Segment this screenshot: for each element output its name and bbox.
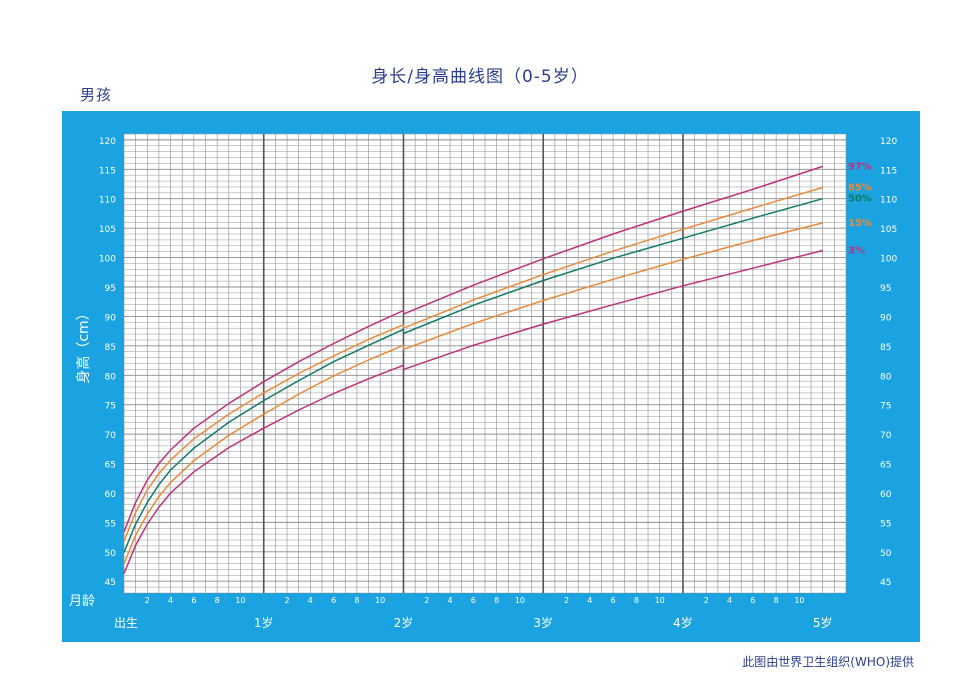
source-note: 此图由世界卫生组织(WHO)提供 [742,655,914,669]
y-tick-label: 120 [880,137,897,147]
y-tick-label: 90 [105,313,117,323]
percentile-label: 3% [848,246,865,257]
y-tick-label: 55 [880,519,891,529]
x-tick-label: 8 [354,596,359,605]
percentile-curve [123,324,404,542]
y-tick-label: 105 [99,225,116,235]
x-axis-label: 月龄 [69,594,95,609]
x-tick-label: 10 [655,596,665,605]
percentile-curve [123,364,404,574]
y-tick-label: 110 [880,196,897,206]
x-year-label: 4岁 [673,615,693,630]
x-tick-label: 2 [284,596,289,605]
x-tick-label: 6 [331,596,336,605]
y-tick-label: 105 [880,225,897,235]
x-tick-label: 2 [564,596,569,605]
x-tick-label: 8 [494,596,499,605]
percentile-curves [123,165,823,574]
y-tick-label: 100 [880,255,897,265]
x-tick-label: 2 [424,596,429,605]
x-year-label: 3岁 [533,615,553,630]
x-tick-label: 8 [215,596,220,605]
y-tick-label: 115 [880,166,897,176]
x-tick-label: 4 [727,596,732,605]
x-tick-label: 8 [634,596,639,605]
y-tick-label: 90 [880,313,892,323]
y-tick-label: 45 [105,578,116,588]
percentile-curve [403,249,823,371]
percentile-curve [123,344,404,564]
y-tick-label: 115 [99,166,116,176]
x-year-label: 出生 [114,616,138,630]
percentile-label: 15% [848,218,872,229]
x-tick-label: 6 [471,596,476,605]
x-tick-label: 10 [515,596,525,605]
x-tick-label: 10 [794,596,804,605]
y-tick-label: 80 [105,372,117,382]
y-tick-label: 75 [105,402,116,412]
y-tick-label: 85 [880,343,891,353]
y-tick-label: 50 [105,549,117,559]
percentile-label: 50% [848,194,872,205]
x-year-label: 5岁 [813,615,833,630]
y-tick-label: 120 [99,137,116,147]
y-tick-label: 80 [880,372,892,382]
y-tick-label: 45 [880,578,891,588]
y-tick-label: 65 [105,461,116,471]
percentile-curve [403,186,823,329]
y-tick-label: 60 [880,490,892,500]
x-year-label: 2岁 [394,615,414,630]
y-tick-label: 95 [105,284,116,294]
x-tick-label: 8 [774,596,779,605]
y-tick-label: 110 [99,196,116,206]
percentile-curve [123,309,404,533]
x-tick-label: 4 [168,596,173,605]
x-tick-labels: 2 4 6 8 10 2 4 6 8 10 2 4 6 8 10 2 4 6 8 10 2 4 6 8 10 出生 1岁 2岁 3岁 4岁… [114,596,833,630]
grid [123,133,847,594]
x-tick-label: 6 [750,596,755,605]
x-tick-label: 4 [587,596,592,605]
gender-label: 男孩 [80,86,113,104]
y-axis-label: 身高（cm） [75,306,92,383]
y-tick-label: 65 [880,461,891,471]
x-tick-label: 10 [375,596,385,605]
x-tick-label: 10 [235,596,245,605]
y-tick-label: 70 [105,431,117,441]
x-tick-label: 6 [611,596,616,605]
percentile-curve [123,328,404,553]
y-tick-label: 85 [105,343,116,353]
y-tick-label: 55 [105,519,116,529]
y-tick-label: 100 [99,255,116,265]
y-tick-label: 50 [880,549,892,559]
percentile-labels: 97% 85%50% 15% 3% [848,161,872,256]
y-tick-labels-right: 45 50 55 60 65 70 75 80 85 90 95 100 105 110 115 120 [880,137,897,588]
percentile-curve [403,197,823,335]
y-tick-labels-left: 45 50 55 60 65 70 75 80 85 90 95 100 105 110 115 120 [99,137,116,588]
x-tick-label: 6 [191,596,196,605]
y-tick-label: 60 [105,490,117,500]
x-tick-label: 4 [308,596,313,605]
y-tick-label: 70 [880,431,892,441]
y-tick-label: 75 [880,402,891,412]
percentile-label: 85% [848,183,872,194]
x-tick-label: 2 [145,596,150,605]
x-tick-label: 2 [704,596,709,605]
percentile-curve [403,165,823,315]
percentile-label: 97% [848,161,872,172]
y-tick-label: 95 [880,284,891,294]
x-year-label: 1岁 [254,615,274,630]
x-tick-label: 4 [448,596,453,605]
chart-title: 身长/身高曲线图（0-5岁） [371,67,589,87]
percentile-curve [403,222,823,351]
